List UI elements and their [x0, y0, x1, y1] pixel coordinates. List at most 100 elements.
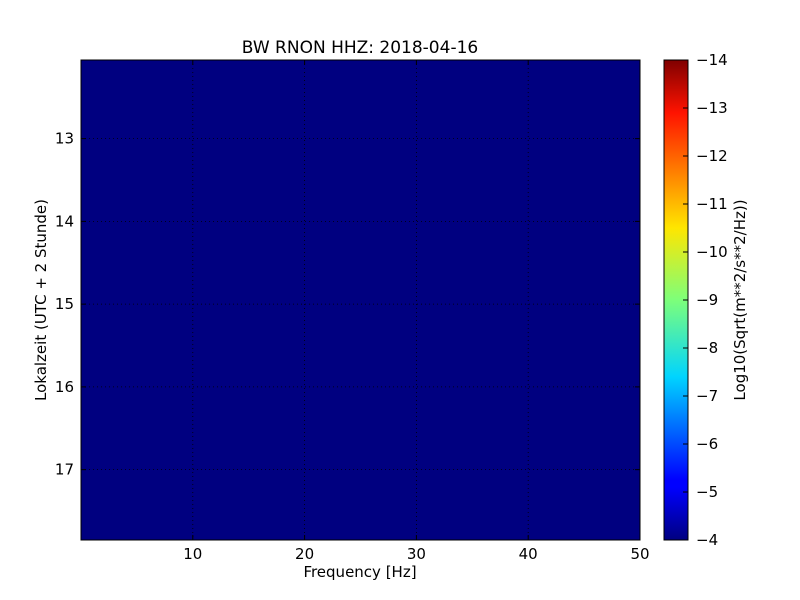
- heatmap-cell: [103, 334, 110, 342]
- heatmap-cell: [176, 293, 183, 301]
- heatmap-cell: [125, 279, 132, 287]
- heatmap-cell: [125, 108, 132, 116]
- heatmap-cell: [550, 382, 557, 390]
- heatmap-cell: [248, 265, 255, 274]
- heatmap-cell: [326, 156, 334, 164]
- heatmap-cell: [472, 128, 479, 137]
- heatmap-cell: [86, 183, 93, 191]
- heatmap-cell: [477, 348, 485, 356]
- heatmap-cell: [572, 265, 580, 274]
- heatmap-cell: [438, 156, 445, 164]
- heatmap-cell: [623, 190, 630, 198]
- heatmap-cell: [326, 162, 334, 171]
- heatmap-cell: [584, 224, 591, 233]
- heatmap-cell: [86, 162, 93, 171]
- heatmap-cell: [489, 101, 496, 109]
- heatmap-cell: [477, 265, 485, 274]
- heatmap-cell: [231, 272, 239, 281]
- heatmap-cell: [176, 279, 183, 287]
- heatmap-cell: [366, 114, 373, 123]
- heatmap-cell: [634, 176, 640, 185]
- heatmap-cell: [522, 348, 529, 356]
- heatmap-cell: [517, 183, 524, 191]
- heatmap-cell: [276, 368, 283, 377]
- heatmap-cell: [382, 128, 390, 137]
- heatmap-cell: [623, 265, 630, 274]
- heatmap-cell: [600, 135, 608, 143]
- heatmap-cell: [136, 293, 144, 301]
- heatmap-cell: [533, 73, 540, 82]
- heatmap-cell: [477, 224, 485, 233]
- heatmap-cell: [634, 368, 640, 377]
- heatmap-cell: [215, 94, 222, 102]
- heatmap-cell: [170, 73, 177, 82]
- heatmap-cell: [315, 87, 322, 95]
- heatmap-cell: [421, 252, 429, 260]
- heatmap-cell: [86, 313, 93, 322]
- heatmap-cell: [164, 210, 172, 219]
- heatmap-cell: [181, 149, 188, 157]
- heatmap-cell: [572, 121, 580, 130]
- heatmap-cell: [187, 368, 194, 377]
- heatmap-cell: [500, 114, 507, 123]
- heatmap-cell: [617, 272, 624, 281]
- heatmap-cell: [388, 210, 395, 219]
- heatmap-cell: [544, 108, 552, 116]
- heatmap-cell: [561, 334, 568, 342]
- heatmap-cell: [382, 382, 390, 390]
- heatmap-cell: [561, 80, 568, 89]
- heatmap-cell: [433, 121, 440, 130]
- heatmap-cell: [617, 265, 624, 274]
- heatmap-cell: [97, 286, 104, 294]
- heatmap-cell: [438, 306, 445, 315]
- heatmap-cell: [338, 354, 345, 363]
- heatmap-cell: [600, 128, 608, 137]
- heatmap-cell: [539, 183, 546, 191]
- heatmap-cell: [628, 176, 636, 185]
- heatmap-cell: [382, 320, 390, 329]
- heatmap-cell: [477, 121, 485, 130]
- heatmap-cell: [377, 238, 384, 246]
- heatmap-cell: [377, 375, 384, 383]
- heatmap-cell: [623, 169, 630, 178]
- heatmap-cell: [187, 66, 194, 75]
- heatmap-cell: [349, 272, 356, 281]
- heatmap-cell: [86, 258, 93, 267]
- heatmap-cell: [148, 162, 155, 171]
- heatmap-cell: [332, 245, 339, 253]
- heatmap-cell: [276, 334, 283, 342]
- heatmap-cell: [276, 121, 283, 130]
- heatmap-cell: [623, 368, 630, 377]
- heatmap-cell: [354, 162, 362, 171]
- heatmap-cell: [360, 101, 367, 109]
- heatmap-cell: [254, 176, 261, 185]
- heatmap-cell: [612, 368, 619, 377]
- heatmap-cell: [136, 80, 144, 89]
- heatmap-cell: [176, 60, 183, 68]
- heatmap-cell: [176, 327, 183, 335]
- heatmap-cell: [349, 265, 356, 274]
- heatmap-cell: [299, 162, 306, 171]
- heatmap-cell: [522, 279, 529, 287]
- heatmap-cell: [511, 252, 518, 260]
- heatmap-cell: [466, 396, 473, 404]
- heatmap-cell: [466, 286, 473, 294]
- heatmap-cell: [209, 142, 216, 150]
- heatmap-cell: [254, 245, 261, 253]
- heatmap-cell: [354, 286, 362, 294]
- heatmap-cell: [494, 396, 501, 404]
- heatmap-cell: [623, 183, 630, 191]
- heatmap-cell: [86, 121, 93, 130]
- heatmap-cell: [332, 327, 339, 335]
- heatmap-cell: [271, 334, 278, 342]
- heatmap-cell: [399, 183, 406, 191]
- heatmap-cell: [148, 272, 155, 281]
- heatmap-cell: [438, 224, 445, 233]
- heatmap-cell: [209, 66, 216, 75]
- heatmap-cell: [148, 156, 155, 164]
- heatmap-cell: [444, 238, 451, 246]
- heatmap-cell: [231, 396, 239, 404]
- heatmap-cell: [86, 156, 93, 164]
- heatmap-cell: [360, 217, 367, 226]
- heatmap-cell: [243, 210, 250, 219]
